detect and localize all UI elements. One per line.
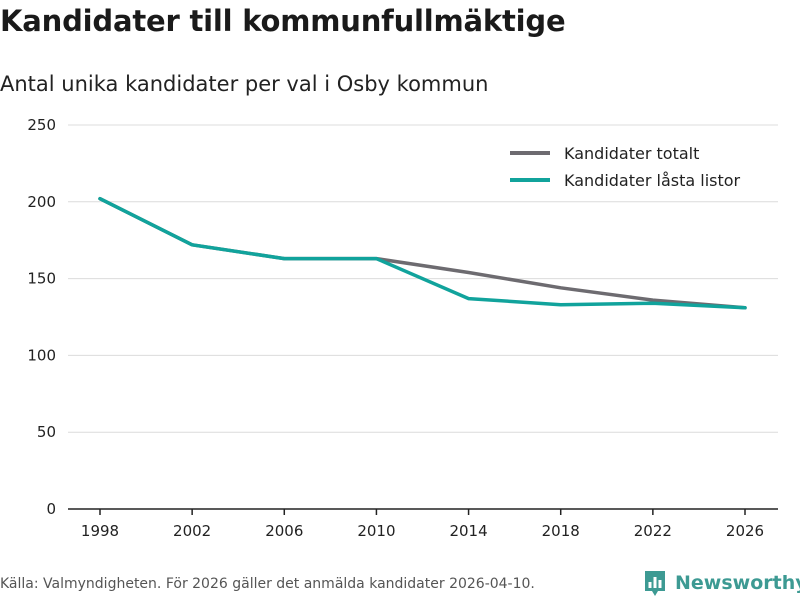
y-axis: 0 50 100 150 200 250 — [27, 116, 56, 518]
x-tick-label: 2006 — [265, 522, 303, 540]
y-tick-label: 200 — [27, 193, 56, 211]
y-tick-label: 50 — [37, 423, 56, 441]
x-tick-label: 2010 — [357, 522, 395, 540]
brand-name: Newsworthy — [675, 572, 800, 594]
x-tick-label: 2022 — [634, 522, 672, 540]
bar-chart-icon — [645, 571, 665, 596]
y-tick-label: 0 — [46, 500, 56, 518]
brand-logo: Newsworthy — [643, 569, 800, 597]
chart-title: Kandidater till kommunfullmäktige — [0, 4, 566, 38]
series-line-locked-lists — [98, 196, 747, 310]
y-tick-label: 150 — [27, 270, 56, 288]
legend-label: Kandidater totalt — [564, 144, 699, 163]
chart-subtitle: Antal unika kandidater per val i Osby ko… — [0, 72, 489, 96]
series-lines — [98, 196, 747, 310]
x-tick-label: 2018 — [542, 522, 580, 540]
x-axis: 1998 2002 2006 2010 2014 2018 2022 2026 — [68, 508, 778, 540]
y-tick-label: 100 — [27, 346, 56, 364]
x-tick-label: 2026 — [726, 522, 764, 540]
legend-label: Kandidater låsta listor — [564, 171, 741, 190]
source-note: Källa: Valmyndigheten. För 2026 gäller d… — [0, 576, 535, 592]
x-tick-label: 2014 — [449, 522, 487, 540]
x-tick-label: 2002 — [173, 522, 211, 540]
legend: Kandidater totalt Kandidater låsta listor — [510, 144, 741, 190]
series-line-total — [98, 196, 747, 310]
x-tick-label: 1998 — [81, 522, 119, 540]
y-tick-label: 250 — [27, 116, 56, 134]
